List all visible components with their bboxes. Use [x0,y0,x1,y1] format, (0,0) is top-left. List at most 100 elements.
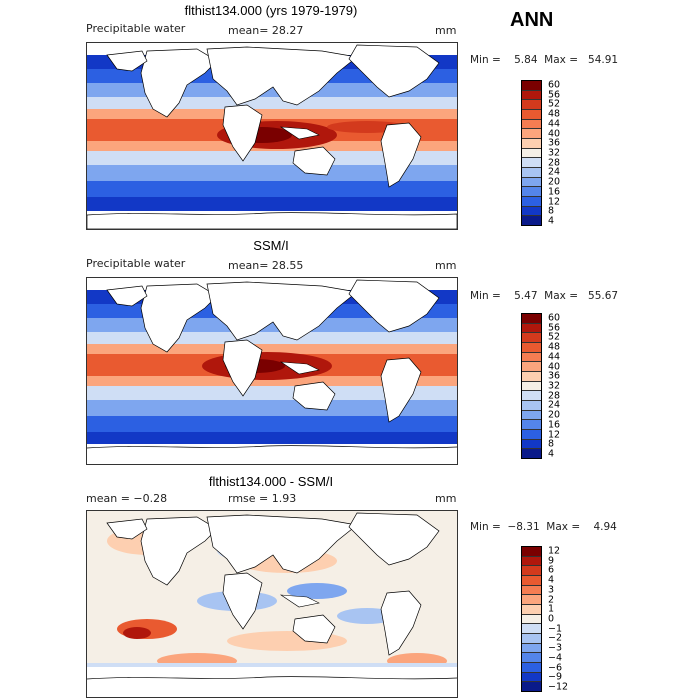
colorbar-label: 0 [548,613,555,625]
colorbar-label: 52 [548,331,561,343]
colorbar-label: 28 [548,157,561,169]
colorbar-label: −4 [548,652,563,664]
colorbar-swatch [522,352,541,363]
colorbar-label: 24 [548,166,561,178]
panel-1-minmax: Min = 5.84 Max = 54.91 [470,54,619,66]
colorbar-label: 36 [548,370,561,382]
colorbar-swatch [522,420,541,431]
colorbar-label: −12 [548,681,569,693]
colorbar-label: −1 [548,623,563,635]
colorbar-swatch [522,343,541,353]
panel-3-title: flthist134.000 - SSM/I [208,474,334,489]
colorbar-swatch [522,401,541,411]
colorbar-label: 8 [548,438,555,450]
colorbar-label: 56 [548,89,561,101]
colorbar-swatch [522,391,541,402]
panel-3-colorbar [521,546,542,692]
colorbar-label: 44 [548,118,561,130]
colorbar-label: 56 [548,322,561,334]
colorbar-label: 40 [548,128,561,140]
colorbar-swatch [522,624,541,635]
colorbar-label: 1 [548,603,555,615]
colorbar-swatch [522,372,541,382]
colorbar-swatch [522,100,541,111]
colorbar-swatch [522,682,541,692]
colorbar-swatch [522,333,541,344]
colorbar-label: −9 [548,671,563,683]
colorbar-swatch [522,643,541,654]
panel-3-map [86,510,458,698]
colorbar-label: 2 [548,594,555,606]
colorbar-swatch [522,314,541,324]
colorbar-label: 12 [548,429,561,441]
colorbar-label: 52 [548,98,561,110]
panel-1-colorbar [521,80,542,226]
panel-3-map-graphic [87,511,457,697]
colorbar-swatch [522,634,541,644]
colorbar-swatch [522,381,541,392]
colorbar-swatch [522,614,541,625]
colorbar-label: 8 [548,205,555,217]
colorbar-swatch [522,168,541,178]
colorbar-label: −6 [548,662,563,674]
panel-2-unit: mm [435,259,457,272]
colorbar-label: 40 [548,361,561,373]
colorbar-swatch [522,439,541,450]
colorbar-swatch [522,653,541,664]
panel-1-unit: mm [435,24,457,37]
colorbar-label: 60 [548,312,561,324]
panel-3-mean: mean = −0.28 [86,492,168,505]
colorbar-label: 32 [548,147,561,159]
colorbar-swatch [522,119,541,130]
panel-2-colorbar [521,313,542,459]
panel-2-mean: mean= 28.55 [228,259,304,272]
colorbar-swatch [522,129,541,140]
colorbar-swatch [522,187,541,198]
colorbar-swatch [522,158,541,169]
colorbar-label: 4 [548,215,555,227]
colorbar-swatch [522,663,541,673]
colorbar-swatch [522,362,541,373]
colorbar-swatch [522,585,541,596]
colorbar-swatch [522,449,541,459]
colorbar-label: −2 [548,632,563,644]
colorbar-swatch [522,216,541,226]
colorbar-swatch [522,323,541,334]
colorbar-label: 24 [548,399,561,411]
colorbar-swatch [522,556,541,567]
colorbar-swatch [522,576,541,586]
colorbar-label: 4 [548,574,555,586]
colorbar-swatch [522,206,541,217]
panel-1-variable: Precipitable water [86,22,186,35]
colorbar-swatch [522,148,541,159]
panel-2-title: SSM/I [253,238,289,253]
panel-2-minmax: Min = 5.47 Max = 55.67 [470,290,619,302]
colorbar-swatch [522,139,541,149]
panel-3-minmax: Min = −8.31 Max = 4.94 [470,521,617,533]
colorbar-label: 44 [548,351,561,363]
panel-1-map-graphic [87,43,457,229]
colorbar-label: 36 [548,137,561,149]
colorbar-label: 28 [548,390,561,402]
panel-1-map [86,42,458,230]
colorbar-label: 3 [548,584,555,596]
colorbar-label: 6 [548,564,555,576]
colorbar-swatch [522,110,541,120]
colorbar-label: 4 [548,448,555,460]
panel-2-map [86,277,458,465]
colorbar-label: 32 [548,380,561,392]
colorbar-label: 48 [548,341,561,353]
panel-2-map-graphic [87,278,457,464]
colorbar-label: 48 [548,108,561,120]
colorbar-swatch [522,547,541,557]
season-label: ANN [510,9,554,31]
panel-1-title: flthist134.000 (yrs 1979-1979) [184,3,358,18]
panel-2-variable: Precipitable water [86,257,186,270]
colorbar-label: 16 [548,419,561,431]
colorbar-swatch [522,177,541,188]
colorbar-label: −3 [548,642,563,654]
colorbar-swatch [522,605,541,615]
colorbar-label: 16 [548,186,561,198]
colorbar-label: 60 [548,79,561,91]
colorbar-label: 20 [548,176,561,188]
